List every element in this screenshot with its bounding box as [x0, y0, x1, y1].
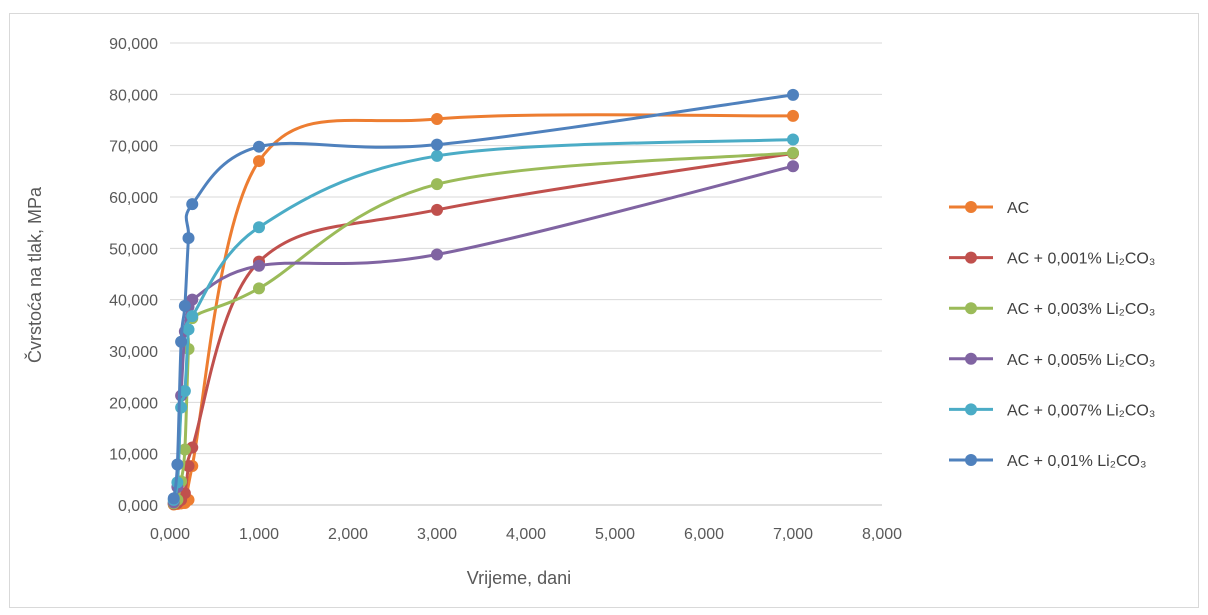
series-layer — [167, 88, 799, 511]
series-line — [172, 164, 795, 504]
legend-marker — [965, 251, 977, 264]
y-tick-label: 80,000 — [109, 87, 158, 104]
data-point — [178, 299, 191, 312]
data-point — [182, 459, 195, 472]
series-line — [172, 93, 795, 500]
legend-item: AC + 0,001% Li₂CO₃ — [949, 251, 1155, 268]
data-point — [431, 138, 443, 151]
x-axis-ticks: 0,000 1,000 2,000 3,000 4,000 5,000 6,000 7,000… — [150, 526, 902, 543]
legend-item: AC + 0,007% Li₂CO₃ — [949, 402, 1155, 419]
series-line — [172, 151, 795, 505]
x-tick-label: 2,000 — [328, 526, 368, 543]
legend-label: AC + 0,003% Li₂CO₃ — [1007, 301, 1155, 318]
legend-item: AC + 0,01% Li₂CO₃ — [949, 453, 1146, 470]
data-point — [186, 310, 199, 323]
data-point — [787, 88, 799, 101]
legend-item: AC + 0,005% Li₂CO₃ — [949, 352, 1155, 369]
y-tick-label: 10,000 — [109, 447, 158, 464]
y-tick-label: 90,000 — [109, 36, 158, 53]
legend-label: AC + 0,01% Li₂CO₃ — [1007, 453, 1146, 470]
y-tick-label: 60,000 — [109, 190, 158, 207]
legend-item: AC + 0,003% Li₂CO₃ — [949, 301, 1155, 318]
data-point — [431, 178, 443, 191]
data-point — [431, 248, 443, 261]
y-tick-label: 30,000 — [109, 344, 158, 361]
data-point — [253, 259, 265, 272]
data-point — [253, 282, 265, 295]
x-tick-label: 1,000 — [239, 526, 279, 543]
x-tick-label: 6,000 — [684, 526, 724, 543]
y-axis-title: Čvrstoća na tlak, MPa — [24, 186, 45, 363]
data-point — [787, 109, 799, 122]
legend-marker — [965, 201, 977, 213]
x-tick-label: 0,000 — [150, 526, 190, 543]
y-tick-label: 20,000 — [109, 395, 158, 412]
data-point — [787, 160, 799, 173]
series-4 — [167, 160, 799, 509]
data-point — [186, 198, 199, 211]
x-tick-label: 5,000 — [595, 526, 635, 543]
x-tick-label: 3,000 — [417, 526, 457, 543]
gridlines — [170, 42, 882, 506]
data-point — [171, 458, 184, 471]
data-point — [182, 232, 195, 245]
series-line — [172, 151, 795, 506]
x-tick-label: 7,000 — [773, 526, 813, 543]
x-tick-label: 4,000 — [506, 526, 546, 543]
data-point — [167, 492, 180, 505]
y-axis-ticks: 0,000 10,000 20,000 30,000 40,000 50,000 60,00… — [109, 36, 158, 515]
series-line — [172, 138, 795, 502]
data-point — [182, 323, 195, 336]
data-point — [253, 155, 265, 168]
series-line — [172, 113, 795, 506]
y-tick-label: 0,000 — [118, 498, 158, 515]
legend-marker — [965, 302, 977, 315]
series-1 — [167, 109, 799, 511]
y-tick-label: 50,000 — [109, 241, 158, 258]
y-tick-label: 70,000 — [109, 139, 158, 156]
data-point — [175, 401, 188, 414]
legend: AC AC + 0,001% Li₂CO₃ AC + 0,003% Li₂CO₃ AC… — [949, 200, 1155, 470]
data-point — [175, 335, 188, 348]
legend-marker — [965, 352, 977, 365]
legend-label: AC + 0,005% Li₂CO₃ — [1007, 352, 1155, 369]
legend-label: AC + 0,007% Li₂CO₃ — [1007, 402, 1155, 419]
data-point — [431, 203, 443, 216]
data-point — [431, 112, 443, 125]
legend-marker — [965, 403, 977, 416]
x-tick-label: 8,000 — [862, 526, 902, 543]
legend-marker — [965, 454, 977, 466]
legend-label: AC — [1007, 200, 1029, 217]
legend-label: AC + 0,001% Li₂CO₃ — [1007, 251, 1155, 268]
data-point — [253, 221, 265, 234]
data-point — [253, 140, 265, 153]
x-axis-title: Vrijeme, dani — [467, 568, 571, 588]
data-point — [178, 385, 191, 398]
data-point — [431, 149, 443, 162]
y-tick-label: 40,000 — [109, 293, 158, 310]
data-point — [787, 146, 799, 159]
data-point — [787, 133, 799, 146]
series-6 — [167, 88, 799, 505]
data-point — [178, 443, 191, 456]
series-2 — [167, 147, 799, 510]
legend-item: AC — [949, 200, 1029, 217]
